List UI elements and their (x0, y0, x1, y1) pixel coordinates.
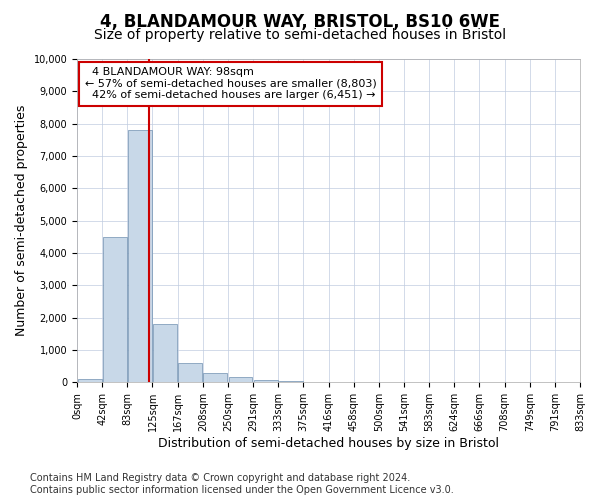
X-axis label: Distribution of semi-detached houses by size in Bristol: Distribution of semi-detached houses by … (158, 437, 499, 450)
Bar (77, 379, 101, 382)
Text: 4, BLANDAMOUR WAY, BRISTOL, BS10 6WE: 4, BLANDAMOUR WAY, BRISTOL, BS10 6WE (100, 12, 500, 30)
Bar (279, 380, 303, 382)
Bar (128, 130, 152, 382)
Bar (229, 378, 253, 382)
Text: Size of property relative to semi-detached houses in Bristol: Size of property relative to semi-detach… (94, 28, 506, 42)
Text: Contains HM Land Registry data © Crown copyright and database right 2024.
Contai: Contains HM Land Registry data © Crown c… (30, 474, 454, 495)
Y-axis label: Number of semi-detached properties: Number of semi-detached properties (15, 105, 28, 336)
Bar (178, 363, 202, 382)
Bar (203, 372, 227, 382)
Bar (153, 324, 177, 382)
Bar (103, 237, 127, 382)
Text: 4 BLANDAMOUR WAY: 98sqm
← 57% of semi-detached houses are smaller (8,803)
  42% : 4 BLANDAMOUR WAY: 98sqm ← 57% of semi-de… (85, 67, 376, 100)
Bar (254, 380, 278, 382)
